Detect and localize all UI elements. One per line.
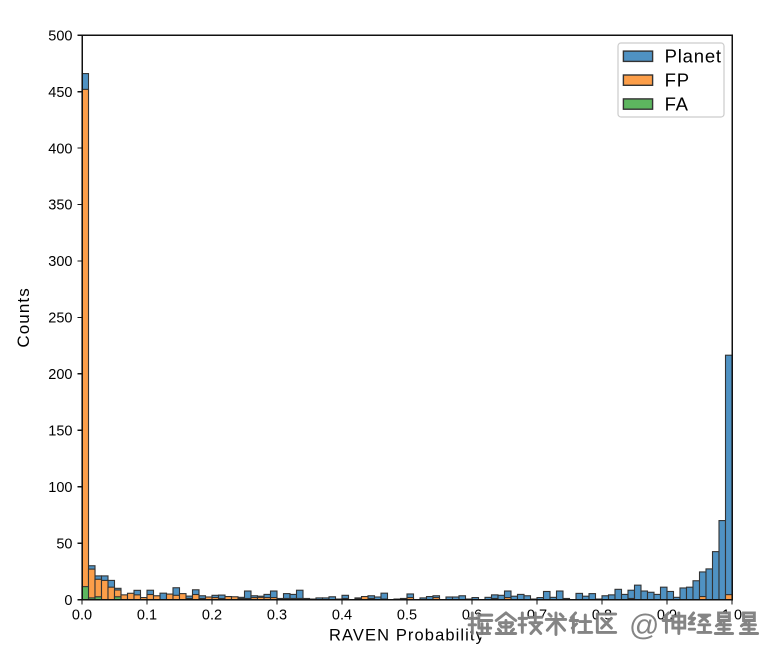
svg-text:FA: FA	[665, 94, 689, 115]
svg-text:@: @	[629, 609, 659, 642]
svg-text:150: 150	[48, 423, 72, 439]
svg-text:RAVEN Probability: RAVEN Probability	[329, 627, 485, 645]
svg-text:350: 350	[48, 198, 72, 214]
svg-text:300: 300	[48, 254, 72, 270]
svg-text:250: 250	[48, 311, 72, 327]
svg-text:0.0: 0.0	[72, 608, 92, 624]
svg-text:Counts: Counts	[14, 287, 33, 347]
svg-text:0.4: 0.4	[332, 608, 352, 624]
svg-text:0.5: 0.5	[397, 608, 417, 624]
svg-text:400: 400	[48, 141, 72, 157]
svg-text:Planet: Planet	[665, 46, 722, 67]
svg-text:@: @	[631, 611, 661, 644]
svg-text:100: 100	[48, 480, 72, 496]
svg-text:0.1: 0.1	[137, 608, 157, 624]
svg-text:450: 450	[48, 85, 72, 101]
svg-text:0.3: 0.3	[267, 608, 287, 624]
svg-text:500: 500	[48, 28, 72, 44]
svg-text:FP: FP	[665, 70, 690, 91]
svg-text:0.2: 0.2	[202, 608, 222, 624]
svg-text:200: 200	[48, 367, 72, 383]
svg-text:50: 50	[56, 536, 72, 552]
svg-text:0: 0	[64, 593, 72, 609]
